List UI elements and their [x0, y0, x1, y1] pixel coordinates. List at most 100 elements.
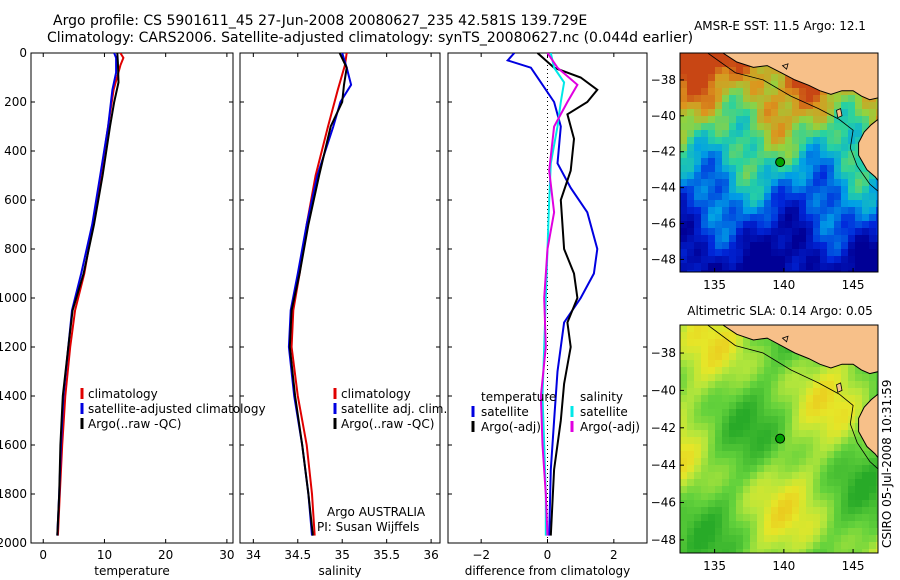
sla-pixel [778, 451, 786, 459]
header-title-line2: Climatology: CARS2006. Satellite-adjuste… [47, 30, 694, 46]
sst-pixel [799, 165, 807, 173]
sla-pixel [799, 535, 807, 543]
sla-pixel [813, 493, 821, 501]
sst-pixel [771, 116, 779, 124]
sst-pixel [771, 228, 779, 236]
sla-pixel [778, 430, 786, 438]
sla-pixel [848, 542, 856, 550]
sst-pixel [785, 242, 793, 250]
sla-pixel [680, 486, 688, 494]
sst-pixel [764, 88, 772, 96]
sst-pixel [841, 151, 849, 159]
sst-pixel [827, 165, 835, 173]
sla-pixel [827, 430, 835, 438]
sla-pixel [736, 360, 744, 368]
sla-pixel [715, 374, 723, 382]
difference-legend-title: salinity [580, 390, 623, 404]
difference-series-salinity-satellite [541, 53, 566, 536]
sla-pixel [750, 465, 758, 473]
sst-pixel [813, 193, 821, 201]
sst-pixel [764, 102, 772, 110]
sla-pixel [820, 549, 828, 553]
sla-pixel [827, 409, 835, 417]
sst-pixel [876, 109, 878, 117]
sst-pixel [778, 172, 786, 180]
sst-pixel [799, 221, 807, 229]
sst-pixel [736, 60, 744, 68]
sla-pixel [680, 521, 688, 529]
sst-pixel [771, 137, 779, 145]
sst-pixel [680, 130, 688, 138]
sst-pixel [680, 151, 688, 159]
sla-pixel [799, 451, 807, 459]
sla-pixel [834, 514, 842, 522]
sla-pixel [729, 360, 737, 368]
sst-pixel [715, 263, 723, 271]
sla-pixel [785, 402, 793, 410]
sla-pixel [729, 332, 737, 340]
sst-pixel [876, 207, 878, 215]
sst-pixel [701, 74, 709, 82]
sst-pixel [876, 235, 878, 243]
sla-pixel [869, 479, 877, 487]
sst-pixel [750, 67, 758, 75]
sst-pixel [862, 242, 870, 250]
sst-pixel [834, 200, 842, 208]
sla-pixel [848, 430, 856, 438]
sst-pixel [778, 116, 786, 124]
sst-pixel [792, 200, 800, 208]
sst-pixel [687, 228, 695, 236]
sst-pixel [841, 165, 849, 173]
sla-pixel [757, 388, 765, 396]
sla-pixel [764, 374, 772, 382]
sla-pixel [715, 388, 723, 396]
sla-pixel [757, 465, 765, 473]
sst-pixel [736, 242, 744, 250]
sla-pixel [729, 430, 737, 438]
sla-pixel [785, 423, 793, 431]
sla-pixel [855, 465, 863, 473]
sla-pixel [855, 528, 863, 536]
sst-pixel [785, 193, 793, 201]
sst-pixel [722, 130, 730, 138]
sst-pixel [687, 102, 695, 110]
sla-pixel [834, 444, 842, 452]
sla-pixel [701, 444, 709, 452]
sst-pixel [729, 74, 737, 82]
sst-pixel [820, 193, 828, 201]
sst-pixel [715, 172, 723, 180]
sla-pixel [806, 507, 814, 515]
sst-pixel [792, 256, 800, 264]
sst-pixel [694, 193, 702, 201]
sst-pixel [827, 179, 835, 187]
sst-pixel [757, 102, 765, 110]
sla-pixel [687, 444, 695, 452]
sla-pixel [813, 500, 821, 508]
sla-pixel [841, 367, 849, 375]
sst-pixel [834, 123, 842, 131]
sst-pixel [715, 123, 723, 131]
sst-pixel [792, 151, 800, 159]
sst-pixel [736, 200, 744, 208]
sla-pixel [813, 465, 821, 473]
sla-pixel [771, 486, 779, 494]
sst-pixel [785, 81, 793, 89]
sla-island [836, 382, 843, 393]
sst-pixel [799, 270, 807, 272]
salinity-legend-label: Argo(..raw -QC) [341, 417, 434, 431]
sla-pixel [701, 416, 709, 424]
sla-pixel [827, 542, 835, 550]
sla-pixel [687, 493, 695, 501]
sst-pixel [799, 256, 807, 264]
sst-pixel [708, 53, 716, 61]
sst-pixel [799, 109, 807, 117]
sst-pixel [771, 81, 779, 89]
sla-pixel [827, 465, 835, 473]
sst-pixel [876, 256, 878, 264]
sla-pixel [855, 430, 863, 438]
sla-pixel [848, 402, 856, 410]
sla-pixel [701, 346, 709, 354]
sla-pixel [806, 493, 814, 501]
sst-pixel [799, 151, 807, 159]
sla-pixel [820, 458, 828, 466]
